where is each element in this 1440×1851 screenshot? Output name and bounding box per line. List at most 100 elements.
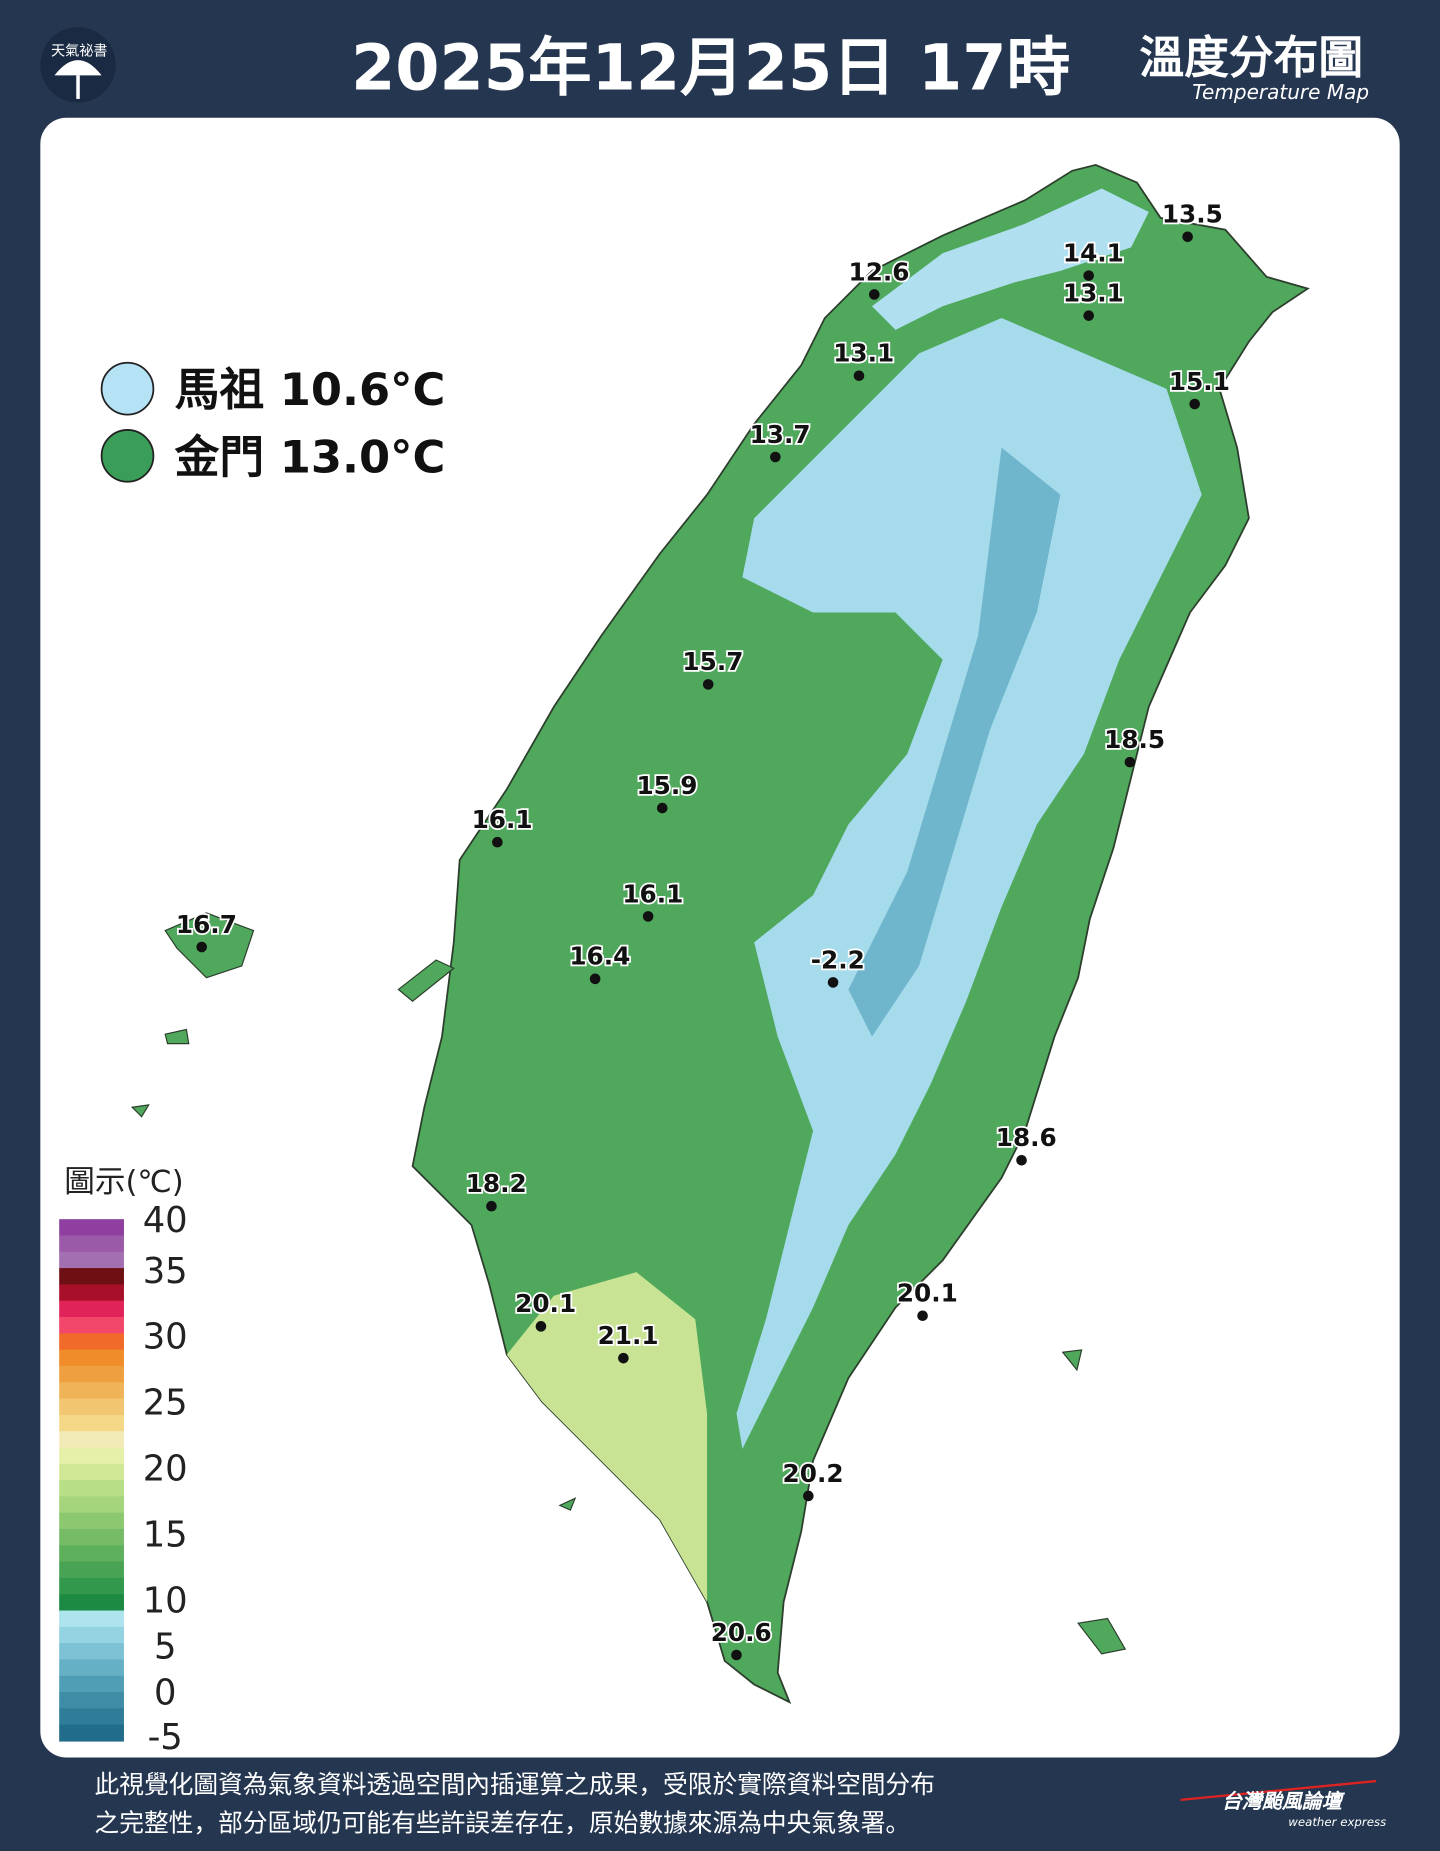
colorbar-step: [59, 1300, 124, 1318]
station-value: 13.5: [1162, 200, 1223, 229]
station-value: 20.6: [711, 1618, 772, 1647]
colorbar-step: [59, 1333, 124, 1351]
station-dot: [196, 941, 208, 953]
footer-line: 此視覺化圖資為氣象資料透過空間內插運算之成果，受限於實際資料空間分布: [95, 1770, 935, 1799]
station-value: 18.5: [1104, 725, 1165, 754]
colorbar-step: [59, 1675, 124, 1693]
logo-umbrella: [54, 60, 102, 76]
station-dot: [917, 1310, 928, 1322]
station-value: 18.6: [996, 1123, 1057, 1152]
colorbar-step: [59, 1692, 124, 1709]
island-label: 金門 13.0°C: [174, 430, 446, 483]
station-dot: [1016, 1154, 1027, 1166]
station-value: 16.7: [176, 910, 237, 939]
station-dot: [1083, 270, 1094, 281]
stations: 13.5 14.1 12.6 13.1 13.1 15.1 13.7 15.7 18.5 15.9…: [174, 198, 1232, 1661]
green-island: [1061, 1349, 1083, 1372]
cold-north: [871, 188, 1149, 330]
colorbar-step: [59, 1626, 124, 1644]
station-value: 13.7: [750, 420, 811, 449]
colorbar: 40 35 30 25 20 15 10 50-5: [59, 1200, 188, 1758]
station-value: 20.1: [897, 1279, 958, 1308]
penghu: [164, 912, 255, 979]
colorbar-step: [59, 1594, 124, 1612]
station-dot: [853, 370, 865, 382]
station-value: -2.2: [811, 945, 865, 974]
station-dot: [1182, 231, 1193, 243]
island-swatch: [100, 429, 155, 483]
station-value: 16.1: [622, 879, 683, 908]
outlying-legend: 馬祖 10.6°C 金門 13.0°C: [100, 361, 446, 483]
colorbar-label: 25: [143, 1383, 188, 1424]
brand: 台灣颱風論壇: [1222, 1789, 1346, 1813]
subtitle: 溫度分布圖: [1139, 31, 1363, 84]
colorbar-step: [59, 1480, 124, 1497]
station-dot: [731, 1649, 742, 1661]
station-value: 15.7: [682, 647, 743, 676]
subtitle-en: Temperature Map: [1192, 80, 1369, 104]
colorbar-step: [59, 1431, 124, 1449]
station-value: 21.1: [598, 1321, 659, 1350]
colorbar-step: [59, 1219, 124, 1237]
colorbar-step: [59, 1268, 124, 1285]
colorbar-step: [59, 1724, 124, 1742]
colorbar-label: 10: [143, 1581, 188, 1622]
cold-mountains: [736, 318, 1202, 1449]
colorbar-label: 5: [154, 1627, 176, 1668]
colorbar-step: [59, 1708, 124, 1726]
station-dot: [1083, 310, 1094, 321]
station-value: 13.1: [833, 339, 894, 368]
station-dot: [770, 451, 781, 463]
station-dot: [1124, 756, 1136, 768]
colorbar-label: 15: [143, 1515, 188, 1556]
colorbar-label: 20: [143, 1449, 188, 1490]
station-dot: [642, 911, 654, 922]
station-dot: [589, 973, 601, 985]
colorbar-step: [59, 1284, 124, 1302]
colorbar-step: [59, 1463, 124, 1481]
liuqiu: [558, 1497, 577, 1511]
colorbar-step: [59, 1610, 124, 1628]
islet: [130, 1104, 150, 1118]
colorbar-label: -5: [148, 1717, 183, 1758]
station-value: 14.1: [1063, 239, 1124, 268]
colorbar-label: 30: [143, 1317, 188, 1358]
station-dot: [486, 1200, 497, 1212]
colorbar-step: [59, 1659, 124, 1677]
colorbar-step: [59, 1496, 124, 1514]
colorbar-step: [59, 1382, 124, 1400]
title: 2025年12月25日 17時: [351, 31, 1070, 105]
islet: [397, 959, 455, 1003]
island-label: 馬祖 10.6°C: [175, 363, 446, 416]
colorbar-step: [59, 1643, 124, 1661]
station-value: 13.1: [1063, 279, 1124, 308]
islet: [164, 1028, 190, 1045]
colorbar-step: [59, 1447, 124, 1465]
station-dot: [1189, 398, 1201, 410]
cold-core: [848, 447, 1061, 1037]
station-dot: [618, 1352, 629, 1364]
station-value: 16.1: [472, 805, 533, 834]
colorbar-step: [59, 1414, 124, 1432]
colorbar-step: [59, 1317, 124, 1334]
island-swatch: [100, 361, 155, 416]
taiwan-map: [130, 163, 1310, 1704]
colorbar-step: [59, 1545, 124, 1563]
station-value: 15.1: [1169, 367, 1230, 396]
orchid-island: [1077, 1617, 1127, 1655]
colorbar-step: [59, 1251, 124, 1269]
station-value: 18.2: [466, 1169, 527, 1198]
logo-text: 天氣祕書: [51, 43, 108, 59]
station-value: 12.6: [849, 257, 910, 286]
station-dot: [702, 679, 714, 690]
footer-line: 之完整性，部分區域仍可能有些許誤差存在，原始數據來源為中央氣象署。: [95, 1809, 911, 1838]
station-value: 20.1: [515, 1289, 576, 1318]
colorbar-step: [59, 1365, 124, 1383]
colorbar-step: [59, 1235, 124, 1253]
station-dot: [492, 836, 503, 848]
station-value: 20.2: [783, 1459, 844, 1488]
colorbar-label: 40: [143, 1200, 188, 1241]
brand-stroke: [1180, 1779, 1377, 1802]
